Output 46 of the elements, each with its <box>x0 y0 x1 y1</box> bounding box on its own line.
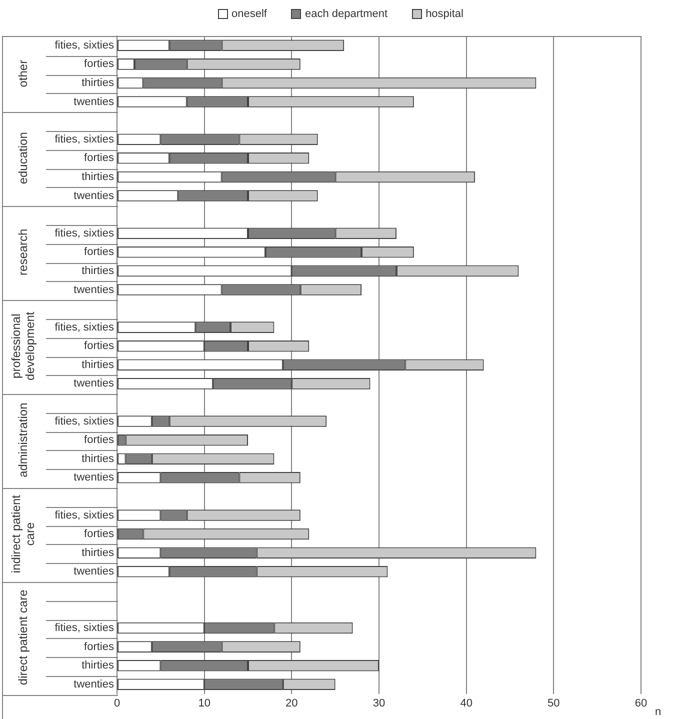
y-tick-label: twenties <box>74 284 114 296</box>
y-tick-label: forties <box>84 58 114 70</box>
y-tick-label: twenties <box>74 190 114 202</box>
x-tick-label: 30 <box>372 697 386 710</box>
y-tick-label: thirties <box>82 77 114 90</box>
y-tick-label: thirties <box>82 358 114 371</box>
y-tick-label: forties <box>84 340 114 352</box>
x-tick-label: 20 <box>286 697 298 710</box>
x-axis-title: n <box>655 706 662 718</box>
legend-label: each department <box>305 8 388 20</box>
x-tick-label: 50 <box>548 697 560 710</box>
text: administration <box>16 402 30 478</box>
y-tick-label: thirties <box>82 170 114 183</box>
x-tick-label: 60 <box>634 697 648 710</box>
y-tick-label: thirties <box>82 546 114 559</box>
y-tick-label: fities, sixties <box>54 133 114 146</box>
y-tick-label: twenties <box>74 472 114 484</box>
y-tick-label: fities, sixties <box>54 415 114 428</box>
x-tick-label: 40 <box>460 697 472 710</box>
x-tick-label: 10 <box>198 697 210 710</box>
y-tick-label: twenties <box>74 96 114 108</box>
y-tick-label: fities, sixties <box>54 227 114 240</box>
y-tick-label: twenties <box>74 678 114 690</box>
text: education <box>16 132 30 184</box>
y-tick-label: twenties <box>74 566 114 578</box>
y-tick-label: forties <box>84 246 114 258</box>
y-tick-label: forties <box>84 152 114 164</box>
y-tick-label: forties <box>84 528 114 540</box>
text: indirect patient care <box>8 494 37 574</box>
y-tick-label: thirties <box>82 264 114 277</box>
y-tick-label: forties <box>84 434 114 446</box>
legend-label: hospital <box>426 8 464 20</box>
y-tick-label: fities, sixties <box>54 622 114 634</box>
text: professional development <box>8 311 37 380</box>
text: research <box>16 228 30 276</box>
y-tick-label: twenties <box>74 378 114 390</box>
y-tick-label: thirties <box>82 660 114 672</box>
y-tick-label: fities, sixties <box>54 321 114 334</box>
text: oneself <box>232 8 267 20</box>
y-tick-label: forties <box>84 640 114 653</box>
y-tick-label: fities, sixties <box>54 509 114 522</box>
x-tick-label: 0 <box>114 697 120 710</box>
text: direct patient care <box>16 589 30 686</box>
y-tick-label: thirties <box>82 452 114 465</box>
text: other <box>16 60 30 88</box>
y-tick-label: fities, sixties <box>54 39 114 52</box>
